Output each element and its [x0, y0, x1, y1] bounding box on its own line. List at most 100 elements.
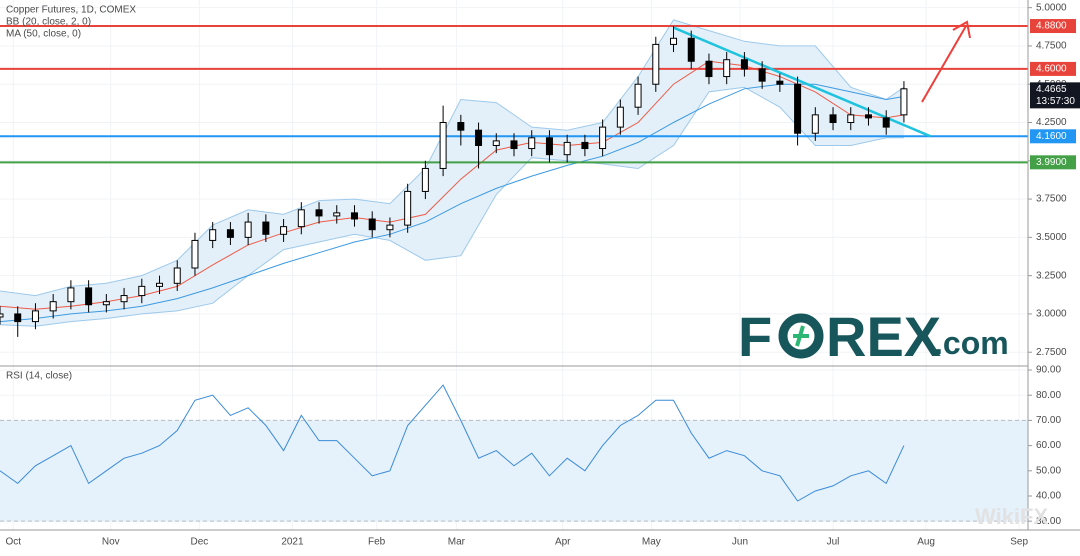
last-price-label: 4.4665 — [1036, 84, 1067, 95]
candle-body — [315, 209, 323, 217]
x-tick-label: Jun — [732, 537, 748, 548]
y-tick-label: 3.5000 — [1036, 232, 1067, 243]
band-fill — [0, 19, 904, 327]
indicator-label: MA (50, close, 0) — [6, 29, 81, 40]
logo-text: REX — [826, 305, 941, 368]
candle-body — [120, 295, 128, 303]
candle-body — [386, 224, 394, 231]
candle-body — [85, 287, 93, 306]
y-tick-label: 50.00 — [1036, 465, 1061, 476]
candle-body — [102, 301, 110, 306]
candle-body — [156, 282, 164, 287]
level-label: 4.8800 — [1036, 21, 1067, 32]
x-tick-label: Jul — [827, 537, 840, 548]
candle-body — [545, 137, 553, 156]
x-tick-label: Feb — [368, 537, 386, 548]
candle-body — [723, 59, 731, 78]
level-tag — [1030, 19, 1076, 34]
candle-body — [652, 43, 660, 85]
candle-body — [457, 122, 465, 131]
candle-body — [492, 140, 500, 146]
y-tick-label: 3.0000 — [1036, 309, 1067, 320]
candle-body — [138, 285, 146, 297]
candle-body — [634, 83, 642, 108]
logo-mark — [793, 325, 809, 347]
logo-text: .com — [934, 325, 1009, 361]
level-label: 4.6000 — [1036, 64, 1067, 75]
y-tick-label: 4.2500 — [1036, 117, 1067, 128]
y-tick-label: 2.7500 — [1036, 347, 1067, 358]
candle-body — [226, 229, 234, 238]
candle-body — [244, 221, 252, 238]
logo-o — [778, 313, 824, 359]
last-price-time: 13:57:30 — [1036, 96, 1075, 107]
candle-body — [67, 287, 75, 303]
x-tick-label: Mar — [448, 537, 466, 548]
candle-body — [14, 313, 22, 323]
candle-body — [262, 221, 270, 235]
x-tick-label: Aug — [917, 537, 935, 548]
candle-body — [421, 167, 429, 192]
candle-body — [475, 129, 483, 146]
y-tick-label: 3.7500 — [1036, 194, 1067, 205]
last-price-tag — [1030, 82, 1080, 109]
candle-body — [687, 37, 695, 62]
candle-body — [794, 83, 802, 134]
candle-body — [864, 114, 872, 119]
rsi-line — [0, 384, 905, 502]
arrow — [921, 20, 971, 103]
rsi-zone — [0, 420, 1028, 522]
x-tick-label: May — [642, 537, 661, 548]
band-line — [0, 19, 905, 297]
logo: F REX .com — [738, 305, 1009, 368]
candle-body — [173, 267, 181, 284]
y-tick-label: 90.00 — [1036, 365, 1061, 376]
x-tick-label: Oct — [6, 537, 22, 548]
level-tag — [1030, 61, 1076, 76]
x-tick-label: 2021 — [281, 537, 304, 548]
y-tick-label: 30.00 — [1036, 516, 1061, 527]
candle-body — [811, 114, 819, 134]
y-tick-label: 3.2500 — [1036, 270, 1067, 281]
y-tick-label: 70.00 — [1036, 415, 1061, 426]
candle-body — [350, 212, 358, 220]
candle-body — [705, 60, 713, 78]
candle-body — [581, 141, 589, 150]
rsi-title: RSI (14, close) — [6, 371, 72, 382]
candle-body — [599, 126, 607, 150]
candle-body — [31, 310, 39, 323]
candle-body — [900, 88, 908, 116]
x-tick-label: Apr — [555, 537, 571, 548]
candle-body — [670, 37, 678, 45]
candle-body — [847, 114, 855, 124]
candle-body — [616, 106, 624, 128]
level-tag — [1030, 155, 1076, 170]
x-tick-label: Dec — [190, 537, 208, 548]
y-tick-label: 80.00 — [1036, 390, 1061, 401]
candle-body — [368, 218, 376, 231]
candle-body — [49, 301, 57, 312]
candle-body — [528, 137, 536, 150]
candle-body — [829, 114, 837, 124]
y-tick-label: 4.7500 — [1036, 41, 1067, 52]
moving-average — [0, 60, 904, 310]
candle-body — [280, 226, 288, 235]
level-tag — [1030, 129, 1076, 144]
candle-body — [439, 122, 447, 169]
candle-body — [0, 313, 4, 318]
candle-body — [333, 212, 341, 217]
indicator-label: BB (20, close, 2, 0) — [6, 17, 91, 28]
watermark: WikiFX — [975, 504, 1048, 529]
y-tick-label: 60.00 — [1036, 440, 1061, 451]
candle-body — [758, 68, 766, 82]
candle-body — [882, 117, 890, 128]
y-tick-label: 5.0000 — [1036, 2, 1067, 13]
candle-body — [404, 190, 412, 226]
chart-title: Copper Futures, 1D, COMEX — [6, 5, 136, 16]
band-line — [0, 86, 904, 327]
candle-body — [563, 141, 571, 156]
candle-body — [297, 209, 305, 228]
logo-text: F — [738, 305, 772, 368]
level-label: 4.1600 — [1036, 131, 1067, 142]
